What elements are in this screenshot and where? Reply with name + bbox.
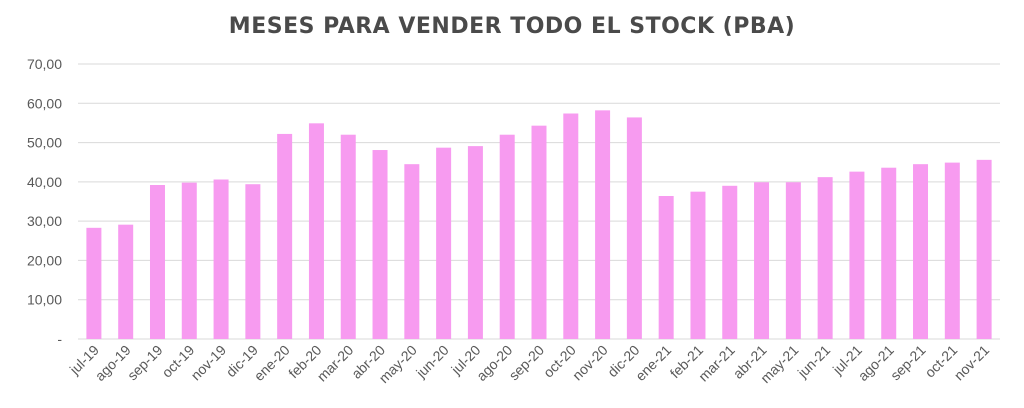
x-tick-label: ene-21 xyxy=(632,342,674,384)
x-tick-label: ene-20 xyxy=(251,342,293,384)
y-tick-label: 40,00 xyxy=(27,174,62,190)
bar-abr-20 xyxy=(372,150,388,339)
x-tick-label: sep-20 xyxy=(506,342,548,384)
bar-nov-20 xyxy=(595,110,611,339)
bar-feb-20 xyxy=(308,123,324,339)
bar-abr-21 xyxy=(754,182,770,339)
bar-ago-20 xyxy=(499,134,515,339)
bar-feb-21 xyxy=(690,191,706,339)
y-tick-label: 20,00 xyxy=(27,252,62,268)
bar-ene-20 xyxy=(277,133,293,339)
x-tick-label: ago-21 xyxy=(855,342,897,384)
y-tick-label: - xyxy=(57,331,62,347)
bar-jul-21 xyxy=(849,171,865,339)
bar-sep-19 xyxy=(149,185,165,339)
bar-jun-20 xyxy=(436,147,452,339)
y-tick-label: 10,00 xyxy=(27,292,62,308)
x-tick-label: mar-21 xyxy=(695,342,738,385)
x-tick-label: sep-19 xyxy=(124,342,166,384)
bar-nov-21 xyxy=(976,159,992,339)
bar-oct-19 xyxy=(181,182,197,339)
bar-ago-19 xyxy=(118,224,134,339)
y-tick-label: 70,00 xyxy=(27,56,62,72)
bar-ene-21 xyxy=(658,196,674,339)
chart-title: MESES PARA VENDER TODO EL STOCK (PBA) xyxy=(228,14,796,39)
x-tick-label: ago-19 xyxy=(92,342,134,384)
x-tick-label: jun-21 xyxy=(794,342,834,382)
bar-ago-21 xyxy=(881,167,897,339)
y-tick-label: 30,00 xyxy=(27,213,62,229)
bar-dic-20 xyxy=(626,117,642,339)
bar-jun-21 xyxy=(817,177,833,339)
x-tick-label: sep-21 xyxy=(887,342,929,384)
bar-mar-20 xyxy=(340,134,356,339)
x-tick-label: nov-20 xyxy=(569,342,611,384)
bar-may-20 xyxy=(404,164,420,339)
bar-dic-19 xyxy=(245,184,261,339)
x-tick-label: nov-21 xyxy=(951,342,993,384)
x-tick-label: jun-20 xyxy=(412,342,452,382)
bar-nov-19 xyxy=(213,179,229,339)
bar-sep-21 xyxy=(913,164,929,339)
x-tick-label: nov-19 xyxy=(188,342,230,384)
x-tick-label: mar-20 xyxy=(314,342,357,385)
bar-mar-21 xyxy=(722,185,738,339)
bar-oct-21 xyxy=(944,162,960,339)
bar-sep-20 xyxy=(531,125,547,339)
y-tick-label: 50,00 xyxy=(27,135,62,151)
x-tick-label: ago-20 xyxy=(473,342,515,384)
y-tick-label: 60,00 xyxy=(27,95,62,111)
bar-may-21 xyxy=(785,182,801,339)
bar-oct-20 xyxy=(563,113,579,339)
bar-jul-19 xyxy=(86,227,102,339)
bar-jul-20 xyxy=(467,146,483,339)
